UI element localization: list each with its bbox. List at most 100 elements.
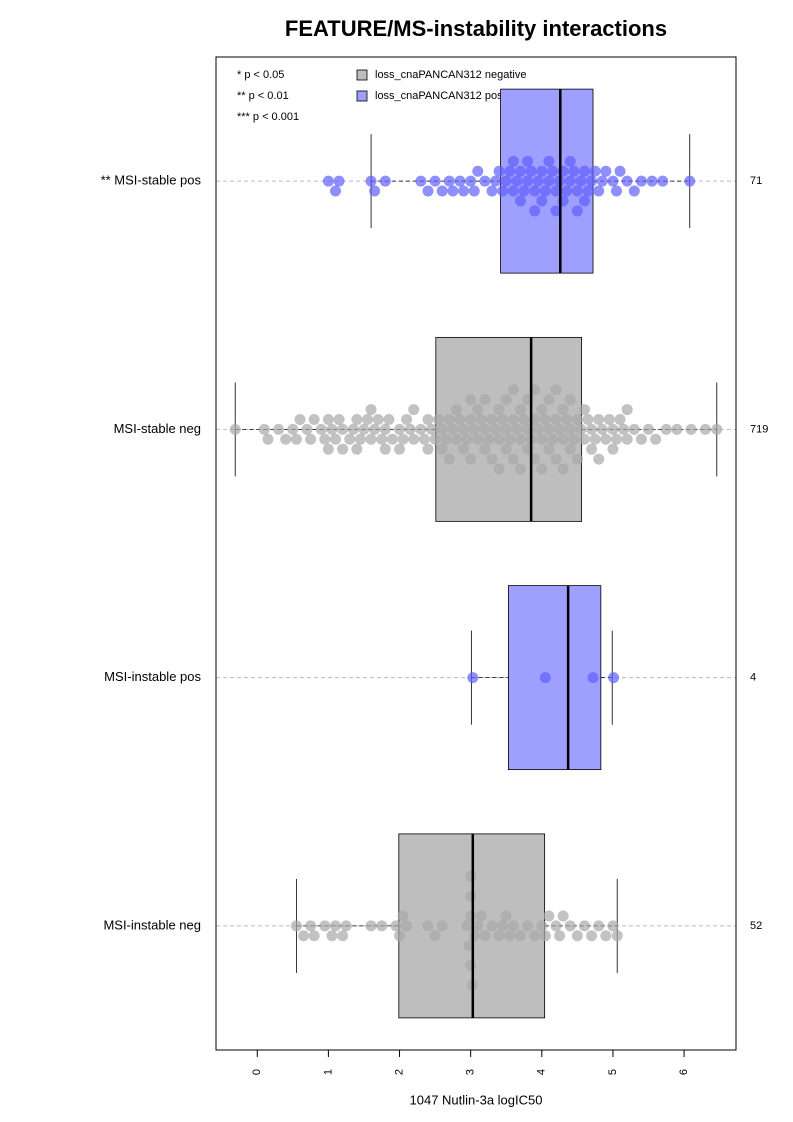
data-point: [443, 413, 455, 425]
data-point: [593, 920, 605, 932]
data-point: [529, 185, 541, 197]
data-point: [607, 175, 619, 187]
x-axis-label: 1047 Nutlin-3a logIC50: [410, 1092, 543, 1107]
data-point: [379, 423, 391, 435]
data-point: [600, 165, 612, 177]
data-point: [586, 423, 598, 435]
data-point: [564, 175, 576, 187]
x-tick-label: 6: [678, 1069, 690, 1075]
data-point: [479, 394, 491, 406]
data-point: [297, 930, 309, 942]
data-point: [550, 205, 562, 217]
data-point: [319, 920, 331, 932]
data-point: [486, 920, 498, 932]
data-point: [550, 185, 562, 197]
data-point: [386, 433, 398, 445]
data-point: [514, 195, 526, 207]
data-point: [511, 175, 523, 187]
data-point: [571, 930, 583, 942]
data-point: [229, 423, 241, 435]
data-point: [635, 433, 647, 445]
data-point: [365, 920, 377, 932]
data-point: [454, 175, 466, 187]
data-point: [586, 930, 598, 942]
data-point: [554, 423, 566, 435]
data-point: [539, 185, 551, 197]
data-point: [305, 920, 317, 932]
x-tick-label: 5: [607, 1069, 619, 1075]
data-point: [514, 930, 526, 942]
data-point: [571, 185, 583, 197]
data-point: [479, 423, 491, 435]
data-point: [472, 433, 484, 445]
data-point: [593, 453, 605, 465]
data-point: [404, 423, 416, 435]
data-point: [685, 423, 697, 435]
data-point: [365, 433, 377, 445]
data-point: [550, 413, 562, 425]
data-point: [525, 165, 537, 177]
data-point: [422, 413, 434, 425]
data-point: [465, 890, 477, 902]
data-point: [440, 433, 452, 445]
data-point: [290, 433, 302, 445]
data-point: [436, 423, 448, 435]
data-point: [507, 384, 519, 396]
data-point: [587, 672, 599, 684]
data-point: [543, 394, 555, 406]
box: [507, 585, 602, 771]
data-point: [536, 463, 548, 475]
data-point: [628, 185, 640, 197]
data-point: [351, 443, 363, 455]
data-point: [586, 175, 598, 187]
data-point: [436, 185, 448, 197]
data-point: [582, 185, 594, 197]
x-tick-label: 3: [465, 1069, 477, 1075]
data-point: [600, 930, 612, 942]
data-point: [273, 423, 285, 435]
data-point: [401, 920, 413, 932]
data-point: [408, 404, 420, 416]
data-point: [568, 165, 580, 177]
data-point: [493, 404, 505, 416]
data-point: [500, 443, 512, 455]
data-point: [611, 930, 623, 942]
group-label: MSI-instable pos: [104, 669, 201, 684]
data-point: [600, 433, 612, 445]
data-point: [340, 920, 352, 932]
data-point: [475, 413, 487, 425]
data-point: [468, 423, 480, 435]
data-point: [418, 433, 430, 445]
data-point: [514, 463, 526, 475]
data-point: [408, 433, 420, 445]
data-point: [621, 404, 633, 416]
data-point: [465, 870, 477, 882]
data-point: [504, 165, 516, 177]
data-point: [564, 155, 576, 167]
data-point: [497, 185, 509, 197]
data-point: [507, 413, 519, 425]
data-point: [319, 433, 331, 445]
data-point: [586, 443, 598, 455]
legend-swatch: [356, 90, 368, 102]
plot-frame: [215, 56, 737, 1051]
data-point: [578, 404, 590, 416]
data-point: [482, 433, 494, 445]
data-point: [465, 175, 477, 187]
data-point: [465, 453, 477, 465]
data-point: [326, 930, 338, 942]
data-point: [436, 443, 448, 455]
data-point: [347, 423, 359, 435]
data-point: [330, 185, 342, 197]
data-point: [532, 175, 544, 187]
data-point: [429, 175, 441, 187]
data-point: [571, 453, 583, 465]
data-point: [614, 165, 626, 177]
data-point: [564, 920, 576, 932]
data-point: [465, 959, 477, 971]
legend-swatch: [356, 69, 368, 81]
data-point: [415, 423, 427, 435]
data-point: [394, 930, 406, 942]
data-point: [511, 423, 523, 435]
